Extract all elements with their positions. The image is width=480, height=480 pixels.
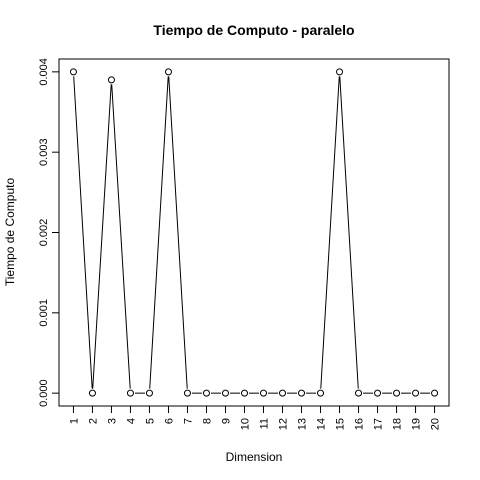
y-tick-label: 0.002	[38, 219, 50, 247]
x-tick-label: 16	[354, 418, 366, 430]
data-point	[126, 389, 134, 397]
series-line-segment	[320, 76, 340, 389]
data-point	[279, 389, 287, 397]
series-line-segment	[92, 84, 112, 389]
data-point	[336, 68, 344, 76]
data-point	[221, 389, 229, 397]
x-tick-label: 2	[87, 418, 99, 424]
x-tick-label: 17	[373, 418, 385, 430]
data-point	[355, 389, 363, 397]
y-tick-label: 0.004	[38, 58, 50, 86]
x-tick-label: 1	[68, 418, 80, 424]
y-tick-label: 0.000	[38, 379, 50, 407]
data-point	[202, 389, 210, 397]
x-tick-label: 7	[182, 418, 194, 424]
x-tick-label: 19	[411, 418, 423, 430]
data-point	[107, 76, 115, 84]
data-point	[88, 389, 96, 397]
x-tick-label: 6	[163, 418, 175, 424]
series-line-segment	[73, 76, 93, 389]
data-point	[412, 389, 420, 397]
data-point	[260, 389, 268, 397]
x-tick-label: 4	[125, 418, 137, 424]
x-tick-label: 5	[144, 418, 156, 424]
x-tick-label: 11	[259, 418, 271, 429]
y-axis: 0.000 0.001 0.002 0.003 0.004	[38, 58, 60, 407]
data-point	[317, 389, 325, 397]
series-line-segment	[168, 76, 188, 389]
x-tick-label: 10	[239, 418, 251, 430]
x-tick-label: 3	[106, 418, 118, 424]
x-tick-label: 9	[220, 418, 232, 424]
data-point	[69, 68, 77, 76]
x-tick-label: 14	[316, 418, 328, 430]
x-tick-label: 8	[201, 418, 213, 424]
data-point	[431, 389, 439, 397]
x-axis: 1 2 3 4 5 6 7 8 9 10 11 12 13 14 15 16 17 18 19 20	[68, 405, 442, 430]
x-tick-label: 18	[392, 418, 404, 430]
series-line-segment	[149, 76, 169, 389]
data-point	[183, 389, 191, 397]
chart-title: Tiempo de Computo - paralelo	[153, 22, 354, 38]
data-point	[374, 389, 382, 397]
y-tick-label: 0.001	[38, 299, 50, 327]
series-line-segment	[339, 76, 359, 389]
data-point	[164, 68, 172, 76]
x-tick-label: 13	[297, 418, 309, 430]
y-axis-label: Tiempo de Computo	[3, 178, 17, 287]
y-tick-label: 0.003	[38, 138, 50, 166]
series-line-segment	[111, 84, 131, 389]
x-tick-label: 20	[430, 418, 442, 430]
plot-frame	[58, 58, 450, 407]
data-point	[145, 389, 153, 397]
x-tick-label: 15	[335, 418, 347, 430]
series	[69, 68, 439, 397]
data-point	[298, 389, 306, 397]
data-point	[393, 389, 401, 397]
x-axis-label: Dimension	[226, 450, 283, 464]
data-point	[240, 389, 248, 397]
x-tick-label: 12	[278, 418, 290, 430]
